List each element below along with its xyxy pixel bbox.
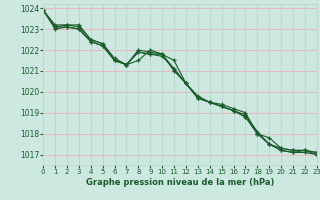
X-axis label: Graphe pression niveau de la mer (hPa): Graphe pression niveau de la mer (hPa): [86, 178, 274, 187]
